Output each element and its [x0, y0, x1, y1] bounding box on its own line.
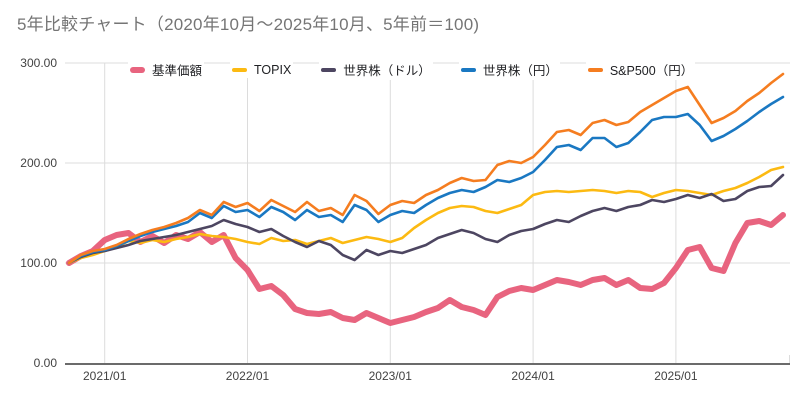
y-tick-label-300: 300.00: [20, 56, 57, 70]
y-tick-label-100: 100.00: [20, 256, 57, 270]
chart-title: 5年比較チャート（2020年10月〜2025年10月、5年前＝100): [17, 15, 480, 34]
series-line-fund: [66, 212, 786, 326]
legend-swatch-sp500-jpy: [587, 67, 603, 72]
legend-label-fund: 基準価額: [152, 64, 203, 78]
legend-label-world-usd: 世界株（ドル）: [343, 64, 431, 78]
legend-item-fund: 基準価額: [128, 59, 205, 80]
series-line-topix: [67, 165, 785, 265]
legend-label-world-jpy: 世界株（円）: [482, 64, 558, 78]
legend-swatch-fund: [130, 66, 145, 73]
x-tick-label-2025-01: 2025/01: [654, 369, 698, 383]
legend-swatch-world-usd: [321, 67, 337, 72]
series-line-world-jpy: [67, 95, 785, 265]
legend-label-topix: TOPIX: [254, 62, 292, 77]
x-tick-label-2022-01: 2022/01: [226, 369, 270, 383]
x-tick-label-2023-01: 2023/01: [369, 369, 413, 383]
legend-item-sp500-jpy: S&P500（円）: [585, 59, 696, 80]
legend-item-world-jpy: 世界株（円）: [458, 59, 560, 80]
legend-item-world-usd: 世界株（ドル）: [319, 59, 433, 80]
series-line-sp500-jpy: [67, 72, 785, 265]
y-tick-label-0: 0.00: [34, 356, 58, 370]
series-line-world-usd: [67, 173, 785, 265]
legend-swatch-topix: [232, 67, 248, 72]
chart-legend: 基準価額 TOPIX 世界株（ドル） 世界株（円） S&P500（円）: [128, 59, 696, 80]
x-tick-label-2021-01: 2021/01: [83, 369, 127, 383]
legend-label-sp500-jpy: S&P500（円）: [609, 64, 694, 78]
x-tick-label-2024-01: 2024/01: [511, 369, 555, 383]
y-tick-label-200: 200.00: [20, 156, 57, 170]
legend-swatch-world-jpy: [460, 67, 476, 72]
legend-item-topix: TOPIX: [230, 61, 294, 78]
